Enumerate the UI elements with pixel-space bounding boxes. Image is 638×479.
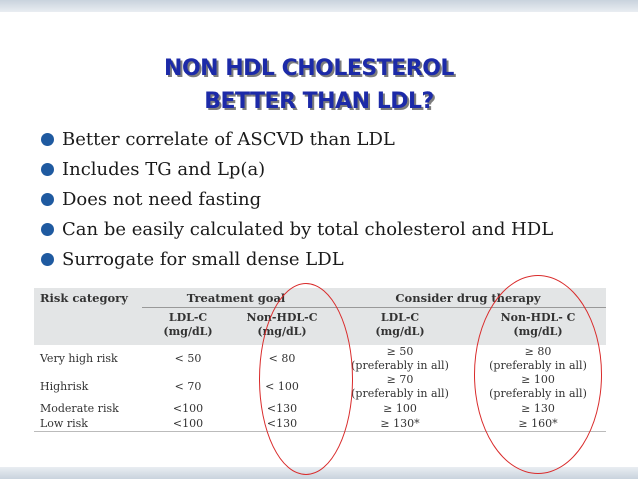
cell-goal-ldl: <100 [142, 416, 234, 432]
row-category: Very high risk [40, 352, 118, 365]
bullet-text: Includes TG and Lp(a) [62, 158, 266, 180]
cell-goal-ldl: <100 [172, 401, 204, 415]
filled-circle-bullet-icon [41, 162, 54, 176]
bullet-text: Can be easily calculated by total choles… [62, 218, 554, 240]
row-category: Low risk [34, 416, 142, 432]
filled-circle-bullet-icon [41, 132, 54, 146]
row-category: Highrisk [40, 380, 89, 393]
header-risk-category: Risk category [34, 288, 142, 345]
slide-bottom-band [0, 467, 638, 479]
cell-drug-ldl: ≥ 70 (preferably in all) [351, 373, 449, 400]
bullet-text: Does not need fasting [62, 188, 262, 210]
row-category: Moderate risk [40, 401, 119, 415]
cell-drug-ldl: ≥ 50 (preferably in all) [351, 345, 449, 372]
subheader-goal-ldl: LDL-C (mg/dL) [142, 307, 234, 345]
bullet-list: Better correlate of ASCVD than LDL Inclu… [40, 124, 553, 274]
bullet-item: Can be easily calculated by total choles… [40, 214, 553, 244]
cell-goal-ldl: < 70 [174, 380, 202, 393]
highlight-ellipse-nonhdl-drug [474, 275, 602, 474]
bullet-text: Better correlate of ASCVD than LDL [62, 128, 395, 150]
filled-circle-bullet-icon [41, 222, 54, 236]
bullet-item: Does not need fasting [40, 184, 553, 214]
filled-circle-bullet-icon [41, 252, 54, 266]
filled-circle-bullet-icon [41, 192, 54, 206]
slide-title-line-2: BETTER THAN LDL? [204, 89, 434, 114]
bullet-item: Surrogate for small dense LDL [40, 244, 553, 274]
slide-title-line-1: NON HDL CHOLESTEROL [164, 56, 454, 81]
bullet-item: Better correlate of ASCVD than LDL [40, 124, 553, 154]
slide-top-band [0, 0, 638, 12]
cell-drug-ldl: ≥ 100 [383, 401, 417, 415]
cell-goal-ldl: < 50 [174, 352, 202, 365]
cell-drug-ldl: ≥ 130* [330, 416, 470, 432]
bullet-item: Includes TG and Lp(a) [40, 154, 553, 184]
highlight-ellipse-nonhdl-goal [259, 283, 353, 475]
bullet-text: Surrogate for small dense LDL [62, 248, 344, 270]
subheader-drug-ldl: LDL-C (mg/dL) [330, 307, 470, 345]
